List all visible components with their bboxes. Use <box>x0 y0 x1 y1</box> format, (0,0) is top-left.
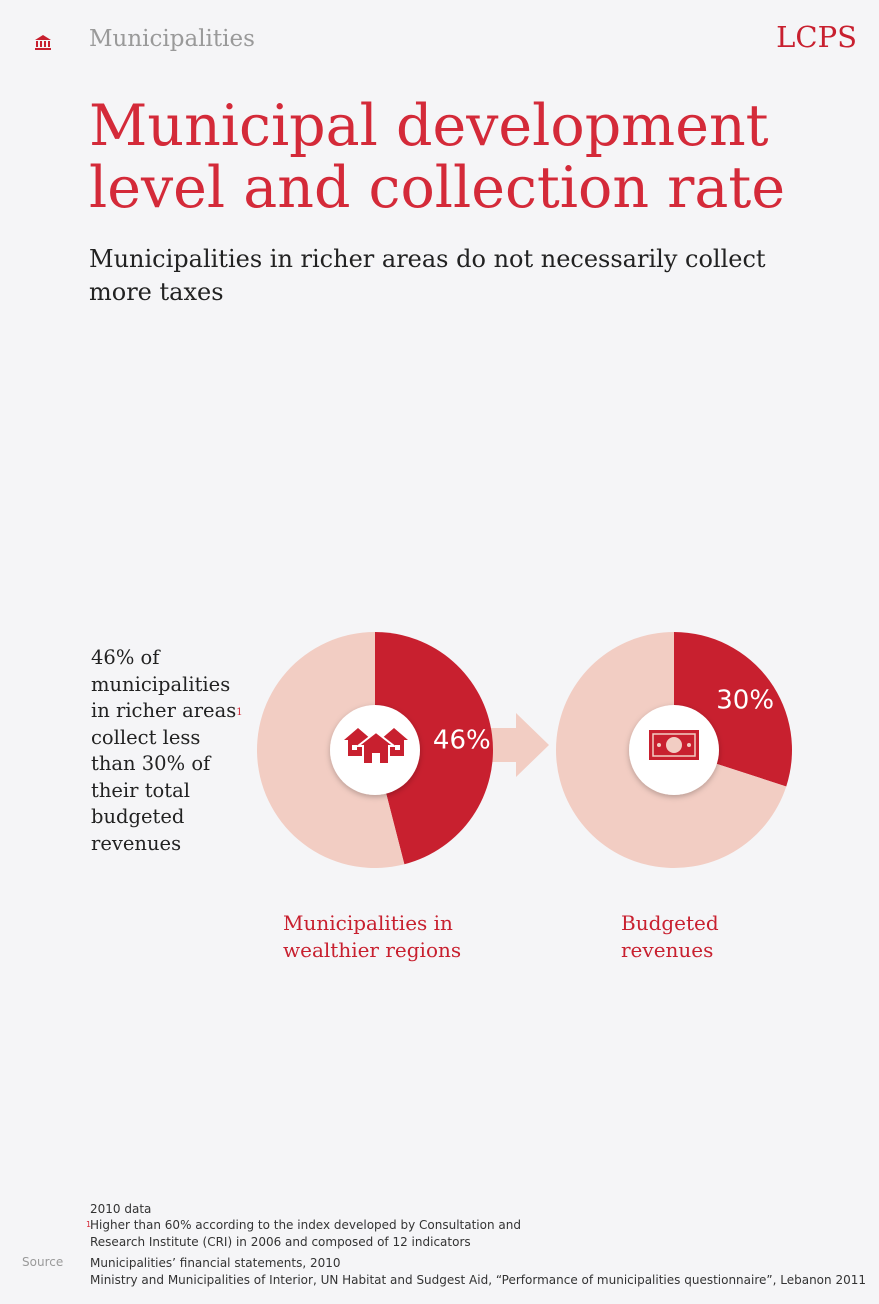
source-list: Municipalities’ financial statements, 20… <box>90 1255 866 1288</box>
slice-label: 30% <box>716 686 774 716</box>
source-item: Municipalities’ financial statements, 20… <box>90 1256 341 1270</box>
source-item: Ministry and Municipalities of Interior,… <box>90 1272 866 1287</box>
banknote-icon <box>649 730 699 760</box>
footnote-note-text: Higher than 60% according to the index d… <box>90 1218 521 1249</box>
side-note-text-after: collect less than 30% of their total bud… <box>91 725 211 855</box>
side-note-text: 46% of municipalities in richer areas <box>91 646 237 722</box>
page-title: Municipal development level and collecti… <box>89 93 786 221</box>
footnote-ref: 1 <box>236 707 243 718</box>
footnote-data-year: 2010 data <box>90 1202 152 1216</box>
slice-label: 46% <box>433 725 491 755</box>
brand-logo: LCPS <box>776 20 857 54</box>
houses-icon <box>344 728 408 765</box>
arrow-right-icon <box>488 713 549 777</box>
chart-caption-budgeted-revenues: Budgeted revenues <box>621 911 719 962</box>
source-label: Source <box>22 1255 64 1269</box>
institution-icon <box>35 35 51 50</box>
page-subtitle: Municipalities in richer areas do not ne… <box>89 245 766 306</box>
pie-slice <box>375 632 494 865</box>
footnote-note: 1 Higher than 60% according to the index … <box>86 1217 550 1250</box>
footnote-marker: 1 <box>86 1220 92 1229</box>
donut-charts: 46% 30% <box>257 632 792 868</box>
chart-caption-wealthier-regions: Municipalities in wealthier regions <box>283 911 462 962</box>
side-note: 46% of municipalities in richer areas1 c… <box>91 645 251 857</box>
section-label: Municipalities <box>89 26 255 52</box>
